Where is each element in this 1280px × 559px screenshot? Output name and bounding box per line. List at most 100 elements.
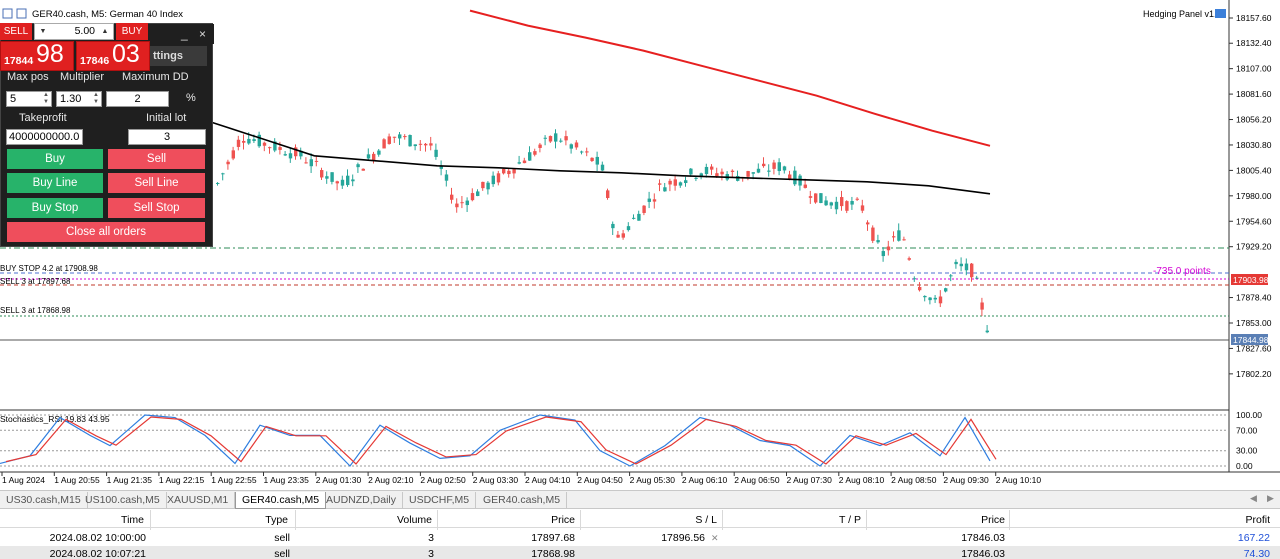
oneclick-buy-button[interactable]: BUY: [116, 23, 148, 40]
row-time: 2024.08.02 10:07:21: [49, 548, 146, 559]
scroll-left-icon[interactable]: ◀: [1250, 493, 1257, 503]
col-volume[interactable]: Volume: [396, 514, 432, 526]
ask-price-button[interactable]: 17846 03: [76, 40, 150, 71]
table-row[interactable]: 2024.08.02 10:07:21 sell 3 17868.98 1784…: [0, 546, 1280, 559]
candles: [216, 129, 989, 334]
col-type[interactable]: Type: [265, 514, 288, 526]
time-tick-label: 2 Aug 06:50: [734, 475, 780, 485]
col-price[interactable]: Price: [551, 514, 575, 526]
candle-body: [632, 217, 636, 219]
tab-xauusd[interactable]: XAUUSD,M1: [161, 492, 236, 508]
time-tick-label: 2 Aug 08:50: [891, 475, 937, 485]
price-tick-label: 17853.00: [1236, 318, 1272, 328]
tab-us100[interactable]: US100.cash,M5: [79, 492, 167, 508]
takeprofit-input[interactable]: 4000000000.0: [6, 129, 83, 145]
multiplier-stepper[interactable]: 1.30 ▲ ▼: [56, 91, 102, 107]
candle-body: [782, 166, 787, 171]
volume-up-icon[interactable]: ▲: [101, 28, 109, 35]
candle-body: [808, 196, 813, 198]
sell-button[interactable]: Sell: [108, 149, 205, 169]
max-dd-input[interactable]: 2: [106, 91, 169, 107]
candle-body: [907, 258, 911, 260]
candle-body: [626, 226, 631, 231]
candle-body: [398, 134, 402, 139]
stoch-title: Stochastics_RSI 19.83 43.95: [0, 414, 110, 424]
candle-body: [314, 160, 319, 162]
close-all-orders-button[interactable]: Close all orders: [7, 222, 205, 242]
col-tp[interactable]: T / P: [839, 514, 861, 526]
col-profit[interactable]: Profit: [1245, 514, 1270, 526]
candle-body: [538, 144, 542, 148]
remove-sl-icon[interactable]: ✕: [711, 533, 719, 543]
minimize-icon[interactable]: _: [181, 27, 188, 41]
time-tick-label: 1 Aug 21:35: [107, 475, 153, 485]
scroll-right-icon[interactable]: ▶: [1267, 493, 1274, 503]
tab-us30[interactable]: US30.cash,M15: [0, 492, 88, 508]
candle-body: [600, 164, 605, 171]
initial-lot-input[interactable]: 3: [128, 129, 206, 145]
col-sl[interactable]: S / L: [695, 514, 717, 526]
candle-body: [736, 175, 740, 181]
candle-body: [590, 157, 594, 162]
candle-body: [340, 179, 345, 186]
stepper-arrows-icon[interactable]: ▲ ▼: [93, 92, 99, 105]
candle-body: [694, 177, 698, 179]
volume-down-icon[interactable]: ▼: [39, 28, 47, 35]
candle-body: [502, 168, 506, 174]
col-cur-price[interactable]: Price: [981, 514, 1005, 526]
candle-body: [762, 163, 766, 167]
price-tick-label: 17954.60: [1236, 216, 1272, 226]
candle-body: [507, 170, 511, 175]
col-time[interactable]: Time: [121, 514, 144, 526]
candle-body: [444, 174, 449, 181]
candle-body: [642, 205, 646, 213]
bid-price-button[interactable]: 17844 98: [0, 40, 74, 71]
price-tick-label: 17802.20: [1236, 369, 1272, 379]
candle-body: [803, 184, 807, 188]
sell-stop-button[interactable]: Sell Stop: [108, 198, 205, 218]
price-tick-label: 17878.40: [1236, 293, 1272, 303]
tab-usdchf[interactable]: USDCHF,M5: [403, 492, 477, 508]
candle-body: [481, 181, 485, 189]
sell-line-button[interactable]: Sell Line: [108, 173, 205, 193]
candle-body: [855, 198, 859, 200]
tab-ger40[interactable]: GER40.cash,M5: [235, 492, 327, 509]
stepper-arrows-icon[interactable]: ▲ ▼: [43, 92, 49, 105]
chart-window[interactable]: GER40.cash, M5: German 40 Index Hedging …: [0, 0, 1280, 490]
volume-stepper[interactable]: ▼ 5.00 ▲: [34, 23, 114, 40]
candle-body: [387, 136, 391, 144]
time-tick-label: 1 Aug 22:15: [159, 475, 205, 485]
buy-stop-button[interactable]: Buy Stop: [7, 198, 103, 218]
buy-button[interactable]: Buy: [7, 149, 103, 169]
row-cur-price: 17846.03: [961, 532, 1005, 544]
takeprofit-label: Takeprofit: [19, 112, 67, 124]
close-icon[interactable]: ×: [199, 27, 207, 41]
bid-tag: [1231, 334, 1268, 345]
ask-big: 03: [112, 40, 140, 68]
volume-value[interactable]: 5.00: [74, 25, 95, 37]
stoch-levels: 100.00 70.00 30.00 0.00: [0, 410, 1262, 471]
price-chart[interactable]: GER40.cash, M5: German 40 Index Hedging …: [0, 0, 1280, 490]
candle-body: [684, 180, 688, 184]
candle-body: [533, 151, 537, 155]
candle-body: [933, 297, 937, 300]
max-pos-stepper[interactable]: 5 ▲ ▼: [6, 91, 52, 107]
buy-line-button[interactable]: Buy Line: [7, 173, 103, 193]
candle-body: [242, 140, 246, 143]
tab-ger40-2[interactable]: GER40.cash,M5: [477, 492, 568, 508]
time-tick-label: 1 Aug 20:55: [54, 475, 100, 485]
time-tick-label: 2 Aug 04:50: [577, 475, 623, 485]
candle-body: [892, 236, 896, 238]
candle-body: [236, 139, 241, 147]
candle-body: [866, 222, 870, 225]
candle-body: [512, 169, 516, 174]
time-tick-label: 2 Aug 10:10: [996, 475, 1042, 485]
candle-body: [262, 142, 267, 146]
candle-body: [460, 202, 464, 204]
candle-body: [860, 205, 865, 211]
tab-audnzd[interactable]: AUDNZD,Daily: [320, 492, 404, 508]
tab-settings[interactable]: ttings: [149, 46, 207, 66]
candle-body: [840, 197, 844, 207]
table-row[interactable]: 2024.08.02 10:00:00 sell 3 17897.68 1789…: [0, 530, 1280, 546]
oneclick-sell-button[interactable]: SELL: [0, 23, 32, 40]
